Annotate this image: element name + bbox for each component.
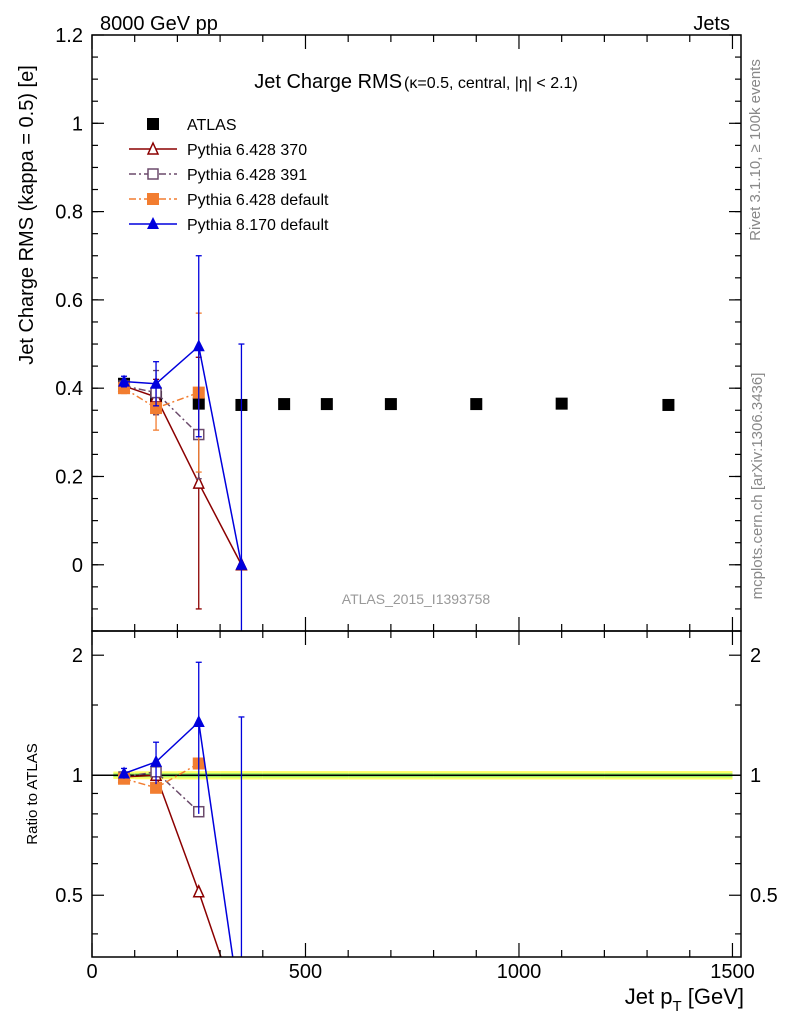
ratio-y-tick-label: 2 (72, 645, 83, 667)
chart-title-sub: (κ=0.5, central, |η| < 2.1) (404, 75, 578, 92)
ratio-series-line (123, 720, 234, 957)
ratio-ylabel: Ratio to ATLAS (24, 743, 41, 844)
legend-label-atlas: ATLAS (187, 117, 237, 134)
legend-label-pythia6-default: Pythia 6.428 default (187, 192, 329, 209)
data-point (235, 557, 248, 570)
mcplots-label: mcplots.cern.ch [arXiv:1306.3436] (749, 373, 766, 600)
legend-label-pythia6-370: Pythia 6.428 370 (187, 142, 307, 159)
y-tick-label: 0.4 (55, 378, 83, 400)
ratio-y-tick-label-right: 0.5 (750, 885, 778, 907)
rivet-label: Rivet 3.1.10, ≥ 100k events (747, 59, 764, 241)
legend: ATLAS Pythia 6.428 370 Pythia 6.428 391 … (129, 117, 329, 234)
data-point (555, 397, 568, 410)
data-point (150, 376, 163, 389)
y-tick-label: 0.2 (55, 466, 83, 488)
ratio-y-tick-label-right: 2 (750, 645, 761, 667)
y-tick-label: 0 (72, 555, 83, 577)
x-tick-label: 0 (86, 961, 97, 983)
legend-label-pythia6-391: Pythia 6.428 391 (187, 167, 307, 184)
y-tick-label: 0.8 (55, 202, 83, 224)
ratio-point (150, 781, 163, 794)
data-point (150, 402, 163, 415)
x-tick-label: 1000 (497, 961, 542, 983)
legend-marker (146, 141, 160, 155)
series-line (123, 385, 243, 566)
legend-marker (147, 118, 159, 130)
series-line (123, 344, 243, 565)
data-point (192, 475, 205, 489)
y-tick-label: 1.2 (55, 25, 83, 47)
ratio-point (192, 883, 205, 898)
data-point (118, 374, 131, 387)
ratio-series-3 (118, 661, 245, 957)
ratio-point (192, 714, 205, 727)
ratio-frame (91, 630, 742, 958)
data-point (320, 398, 333, 411)
chart-title: Jet Charge RMS (κ=0.5, central, |η| < 2.1… (254, 71, 578, 93)
legend-marker (147, 193, 159, 205)
legend-label-pythia8-default: Pythia 8.170 default (187, 217, 329, 234)
header-right: Jets (693, 13, 730, 35)
ratio-point (150, 754, 163, 767)
x-axis-label: Jet pT [GeV] (625, 984, 744, 1015)
legend-marker (147, 168, 159, 180)
legend-marker (147, 217, 159, 229)
ratio-point (118, 766, 131, 779)
data-point (470, 398, 483, 411)
chart-title-main: Jet Charge RMS (254, 71, 402, 93)
header-left: 8000 GeV pp (100, 13, 218, 35)
data-point (662, 398, 675, 411)
analysis-watermark: ATLAS_2015_I1393758 (342, 591, 491, 607)
main-series-2 (118, 369, 205, 480)
data-point (192, 339, 205, 352)
ratio-y-tick-label-right: 1 (750, 765, 761, 787)
x-tick-label: 500 (289, 961, 322, 983)
y-tick-label: 0.6 (55, 290, 83, 312)
main-series-4 (118, 255, 248, 631)
main-ylabel: Jet Charge RMS (kappa = 0.5) [e] (16, 65, 38, 365)
y-tick-label: 1 (72, 113, 83, 135)
x-tick-label: 1500 (710, 961, 755, 983)
data-point (278, 398, 291, 411)
main-series-1 (117, 356, 248, 610)
ratio-y-tick-label: 0.5 (55, 885, 83, 907)
data-point (384, 398, 397, 411)
ratio-y-tick-label: 1 (72, 765, 83, 787)
